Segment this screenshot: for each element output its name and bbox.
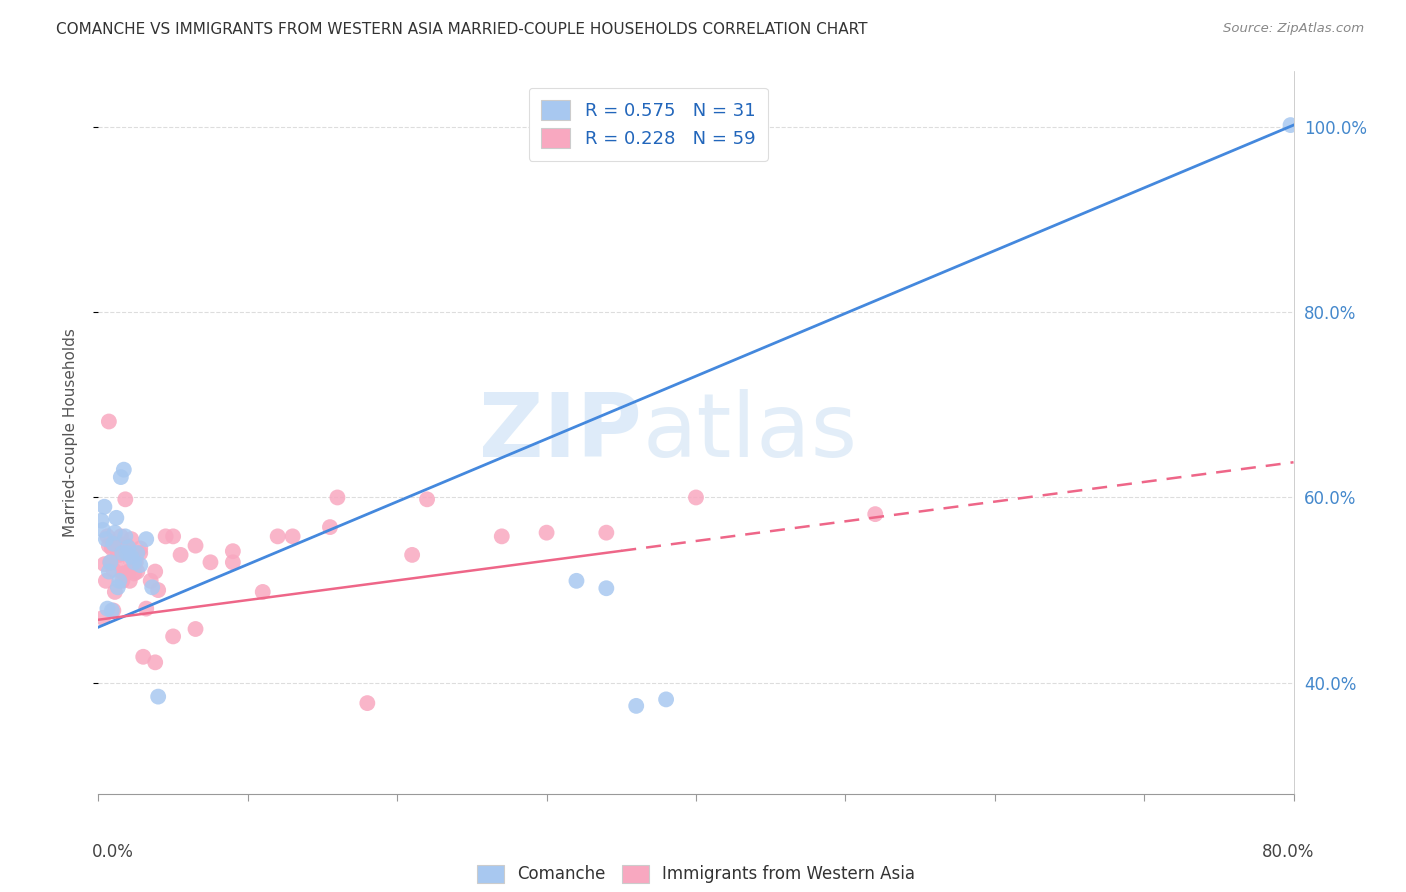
Point <box>96 529 118 543</box>
Point <box>626 698 648 713</box>
Point <box>655 692 678 706</box>
Point <box>125 555 148 569</box>
Point <box>565 574 588 588</box>
Point <box>91 523 114 537</box>
Point <box>200 555 222 569</box>
Point <box>141 580 163 594</box>
Point <box>108 574 131 588</box>
Point <box>111 546 134 560</box>
Point <box>112 566 135 581</box>
Point <box>127 546 149 560</box>
Point <box>97 539 120 553</box>
Point <box>120 532 142 546</box>
Point <box>103 603 125 617</box>
Point <box>401 548 423 562</box>
Point <box>117 541 139 555</box>
Point <box>148 583 170 598</box>
Point <box>97 415 120 429</box>
Point <box>129 541 152 556</box>
Point <box>139 574 162 588</box>
Point <box>98 555 122 569</box>
Point <box>184 539 207 553</box>
Point <box>124 555 146 569</box>
Point <box>129 546 152 560</box>
Point <box>96 601 118 615</box>
Y-axis label: Married-couple Households: Married-couple Households <box>63 328 77 537</box>
Point <box>155 529 177 543</box>
Point <box>107 546 129 560</box>
Point <box>104 525 127 540</box>
Point <box>107 580 129 594</box>
Point <box>124 566 146 581</box>
Point <box>162 529 184 543</box>
Point <box>326 491 349 505</box>
Point <box>103 537 125 551</box>
Point <box>101 603 124 617</box>
Point <box>281 529 304 543</box>
Point <box>416 492 439 507</box>
Point <box>169 548 191 562</box>
Point <box>120 555 142 569</box>
Point <box>356 696 378 710</box>
Point <box>114 529 136 543</box>
Point <box>110 529 132 543</box>
Point <box>127 565 149 579</box>
Point <box>536 525 558 540</box>
Point <box>101 541 124 556</box>
Legend: Comanche, Immigrants from Western Asia: Comanche, Immigrants from Western Asia <box>468 856 924 892</box>
Point <box>91 611 114 625</box>
Point <box>121 548 143 562</box>
Point <box>252 585 274 599</box>
Point <box>267 529 290 543</box>
Point <box>114 566 136 581</box>
Point <box>120 549 142 564</box>
Point <box>319 520 342 534</box>
Point <box>118 574 141 588</box>
Point <box>162 629 184 643</box>
Text: ZIP: ZIP <box>479 389 643 476</box>
Point <box>115 546 138 560</box>
Point <box>595 525 617 540</box>
Point <box>93 500 115 514</box>
Point <box>93 557 115 571</box>
Text: 0.0%: 0.0% <box>91 843 134 861</box>
Point <box>112 463 135 477</box>
Point <box>94 532 117 546</box>
Point <box>98 555 122 569</box>
Text: COMANCHE VS IMMIGRANTS FROM WESTERN ASIA MARRIED-COUPLE HOUSEHOLDS CORRELATION C: COMANCHE VS IMMIGRANTS FROM WESTERN ASIA… <box>56 22 868 37</box>
Point <box>222 555 245 569</box>
Point <box>108 548 131 562</box>
Point <box>132 649 155 664</box>
Point <box>103 563 125 577</box>
Point <box>184 622 207 636</box>
Point <box>111 574 134 588</box>
Text: atlas: atlas <box>643 389 858 476</box>
Point <box>1279 118 1302 132</box>
Point <box>104 585 127 599</box>
Text: 80.0%: 80.0% <box>1263 843 1315 861</box>
Point <box>148 690 170 704</box>
Point <box>115 539 138 553</box>
Point <box>94 574 117 588</box>
Point <box>110 470 132 484</box>
Point <box>595 581 617 595</box>
Point <box>114 492 136 507</box>
Point <box>105 511 128 525</box>
Point <box>865 507 887 521</box>
Point <box>143 656 166 670</box>
Point <box>90 514 112 528</box>
Point <box>222 544 245 558</box>
Point <box>685 491 707 505</box>
Point <box>117 565 139 579</box>
Point <box>135 532 157 546</box>
Point <box>105 555 128 569</box>
Point <box>97 565 120 579</box>
Point <box>135 601 157 615</box>
Point <box>491 529 513 543</box>
Point <box>108 537 131 551</box>
Point <box>129 558 152 573</box>
Point <box>143 565 166 579</box>
Text: Source: ZipAtlas.com: Source: ZipAtlas.com <box>1223 22 1364 36</box>
